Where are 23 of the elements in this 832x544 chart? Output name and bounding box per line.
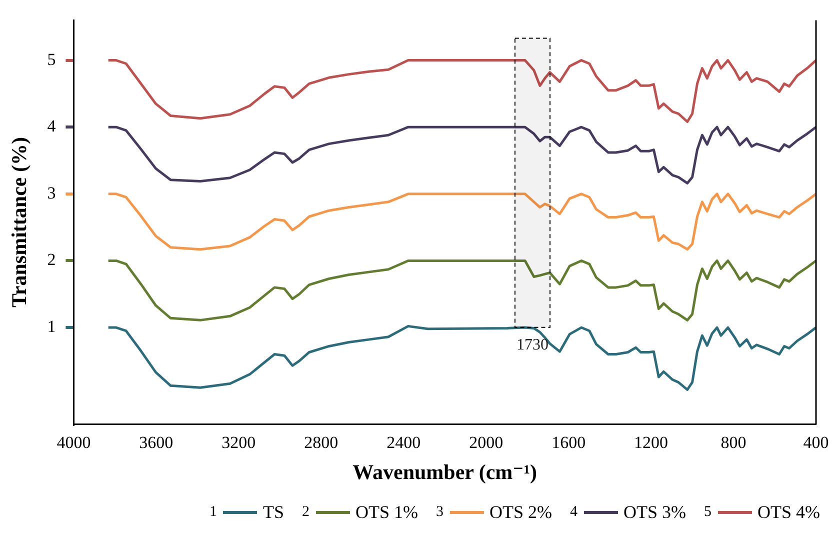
y-tick-label: 2 bbox=[47, 250, 56, 270]
text: 3 OTS 2% bbox=[436, 502, 552, 522]
text: 4 OTS 3% bbox=[570, 502, 686, 522]
text: 5 OTS 4% bbox=[704, 502, 820, 522]
band-label: 1730 bbox=[516, 336, 548, 354]
text: 1 TS bbox=[209, 502, 284, 522]
x-tick-label: 2800 bbox=[304, 433, 338, 452]
x-tick-label: 400 bbox=[803, 433, 829, 452]
x-tick-label: 2400 bbox=[386, 433, 421, 452]
text: 2 OTS 1% bbox=[302, 502, 418, 522]
y-tick-label: 5 bbox=[47, 50, 56, 69]
y-axis-title: Transmittance (%) bbox=[7, 137, 32, 308]
x-tick-label: 1600 bbox=[552, 433, 586, 452]
y-tick-label: 4 bbox=[47, 116, 56, 136]
y-tick-label: 3 bbox=[47, 183, 56, 202]
x-axis-title: Wavenumber (cm⁻¹) bbox=[352, 460, 538, 484]
x-tick-label: 3600 bbox=[139, 433, 174, 452]
x-tick-label: 1200 bbox=[634, 433, 668, 452]
x-tick-label: 2000 bbox=[469, 433, 504, 452]
x-tick-label: 4000 bbox=[56, 433, 91, 452]
y-tick-label: 1 bbox=[47, 316, 56, 336]
x-tick-label: 800 bbox=[720, 433, 746, 452]
x-tick-label: 3200 bbox=[222, 433, 256, 452]
